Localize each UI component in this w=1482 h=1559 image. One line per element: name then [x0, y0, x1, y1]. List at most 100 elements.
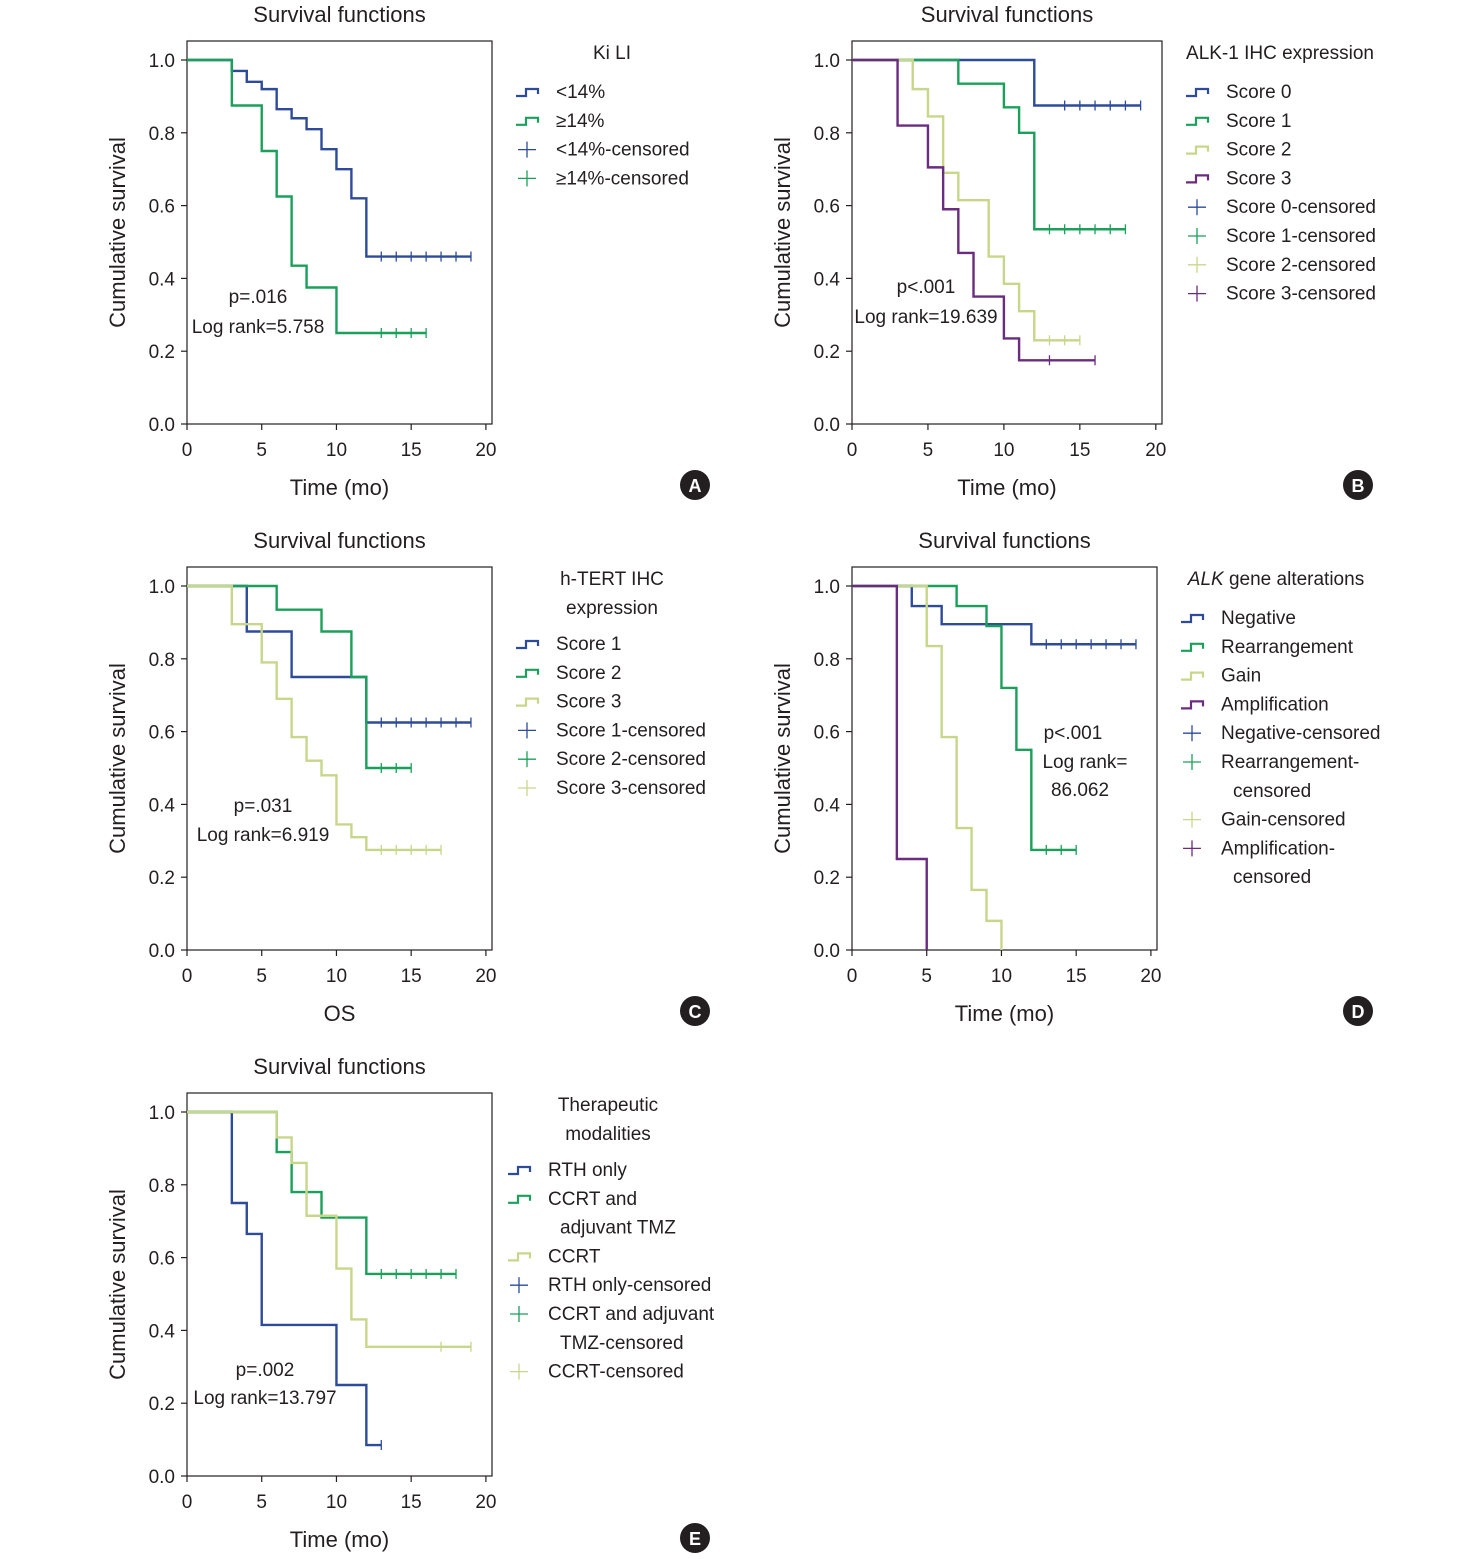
x-axis-label: Time (mo) — [290, 475, 389, 500]
stat-annotation: Log rank=6.919 — [197, 825, 330, 846]
y-tick-label: 0.0 — [149, 415, 175, 436]
panel-E: Survival functions 0.0 0.2 0.4 0.6 0.8 1.0 0 5 10… — [105, 1054, 715, 1553]
panel-badge-label: E — [689, 1529, 701, 1549]
legend-entry: Score 3 — [556, 692, 621, 713]
legend-step-symbol — [516, 639, 540, 650]
y-tick-label: 0.8 — [149, 1176, 175, 1197]
y-tick-label: 0.8 — [814, 124, 840, 145]
y-tick-label: 0.0 — [149, 1467, 175, 1488]
y-tick-label: 0.8 — [814, 650, 840, 671]
legend-entry: Gain-censored — [1221, 810, 1346, 831]
x-tick-label: 10 — [326, 1492, 347, 1513]
legend-step-symbol — [516, 697, 540, 707]
legend-step-symbol — [1181, 671, 1205, 681]
survival-curve-negative — [852, 584, 1136, 646]
x-tick-label: 0 — [182, 440, 193, 461]
chart-title: Survival functions — [253, 1054, 425, 1079]
stat-annotation: p<.001 — [1044, 723, 1103, 744]
x-tick-label: 5 — [256, 1492, 267, 1513]
y-tick-label: 0.8 — [149, 650, 175, 671]
x-tick-label: 15 — [1069, 440, 1090, 461]
y-tick-label: 0.2 — [149, 1394, 175, 1415]
legend-step-symbol — [508, 1165, 532, 1176]
legend-step-symbol — [508, 1252, 532, 1262]
x-axis-label: Time (mo) — [957, 475, 1056, 500]
y-axis-label: Cumulative survival — [105, 1189, 130, 1380]
legend-step-symbol — [1186, 145, 1210, 155]
plot-frame — [186, 1092, 493, 1477]
survival-curve-rearrangement — [852, 584, 1077, 852]
x-tick-label: 15 — [401, 440, 422, 461]
x-tick-label: 20 — [1145, 440, 1166, 461]
legend-step-symbol — [1181, 613, 1205, 624]
stat-annotation: p=.016 — [229, 287, 288, 308]
legend-step-symbol — [1186, 116, 1210, 126]
y-tick-label: 0.6 — [149, 723, 175, 744]
legend-title: h-TERT IHC — [560, 569, 664, 590]
panel-badge — [680, 1523, 710, 1553]
legend-entry: Score 2 — [556, 663, 621, 684]
x-tick-label: 0 — [847, 440, 858, 461]
y-tick-label: 0.2 — [149, 868, 175, 889]
plot-frame — [851, 566, 1158, 951]
y-tick-label: 0.0 — [149, 941, 175, 962]
legend-entry: censored — [1233, 781, 1311, 802]
x-axis-label: Time (mo) — [290, 1527, 389, 1552]
x-tick-label: 15 — [401, 1492, 422, 1513]
legend-entry: Negative — [1221, 608, 1296, 629]
panel-C: Survival functions 0.0 0.2 0.4 0.6 0.8 1.0 0 5 10… — [105, 528, 710, 1026]
survival-curve--14- — [187, 58, 427, 335]
legend-entry: CCRT-censored — [548, 1362, 684, 1383]
legend-entry: censored — [1233, 867, 1311, 888]
legend-entry: CCRT — [548, 1246, 601, 1267]
panel-badge — [1343, 470, 1373, 500]
x-tick-label: 20 — [475, 440, 496, 461]
stat-annotation: p=.031 — [234, 796, 293, 817]
legend-entry: Negative-censored — [1221, 723, 1380, 744]
panel-D: Survival functions 0.0 0.2 0.4 0.6 0.8 1.0 0 5 10… — [770, 528, 1380, 1026]
survival-curve--14- — [187, 58, 471, 258]
y-tick-label: 1.0 — [814, 51, 840, 72]
legend-entry: RTH only — [548, 1160, 627, 1181]
chart-title: Survival functions — [918, 528, 1090, 553]
survival-curve-score-1 — [852, 58, 1126, 231]
survival-curve-score-2 — [852, 58, 1080, 342]
y-tick-label: 0.0 — [814, 415, 840, 436]
legend-entry: Rearrangement- — [1221, 752, 1359, 773]
panel-badge-label: A — [689, 476, 702, 496]
survival-curve-ccrt — [187, 1110, 471, 1348]
y-tick-label: 0.4 — [814, 795, 841, 816]
x-tick-label: 20 — [475, 1492, 496, 1513]
y-tick-label: 0.8 — [149, 124, 175, 145]
stat-annotation: Log rank= — [1042, 752, 1127, 773]
legend-title-italic: ALK — [1187, 569, 1225, 590]
legend-entry: Score 3 — [1226, 168, 1291, 189]
legend-entry: Score 2-censored — [556, 749, 706, 770]
legend-entry: Rearrangement — [1221, 637, 1354, 658]
legend-step-symbol — [508, 1194, 532, 1204]
y-tick-label: 0.4 — [149, 269, 176, 290]
y-tick-label: 0.6 — [814, 723, 840, 744]
x-tick-label: 20 — [475, 966, 496, 987]
y-axis-label: Cumulative survival — [770, 663, 795, 854]
x-tick-label: 5 — [923, 440, 934, 461]
x-tick-label: 0 — [182, 1492, 193, 1513]
legend-title: expression — [566, 598, 658, 619]
legend-title: ALK gene alterations — [1187, 569, 1364, 590]
x-tick-label: 0 — [182, 966, 193, 987]
y-tick-label: 1.0 — [149, 1103, 175, 1124]
chart-title: Survival functions — [921, 2, 1093, 27]
y-tick-label: 0.6 — [149, 197, 175, 218]
survival-curve-rth-only — [187, 1110, 382, 1447]
legend-entry: Score 3-censored — [556, 778, 706, 799]
legend-entry: CCRT and adjuvant — [548, 1304, 715, 1325]
panel-badge — [680, 996, 710, 1026]
legend-entry: Score 0 — [1226, 82, 1291, 103]
legend-entry: <14% — [556, 82, 605, 103]
legend-entry: Score 3-censored — [1226, 284, 1376, 305]
legend-entry: TMZ-censored — [560, 1333, 684, 1354]
survival-curve-amplification — [852, 584, 928, 950]
legend-entry: Score 1 — [556, 634, 621, 655]
y-tick-label: 0.4 — [814, 269, 841, 290]
